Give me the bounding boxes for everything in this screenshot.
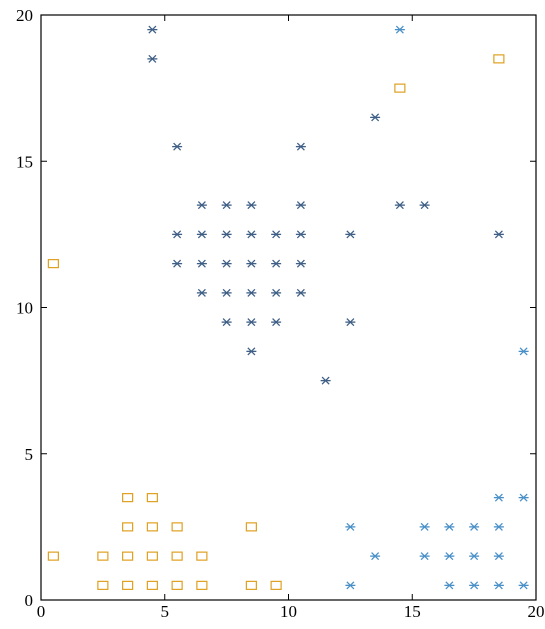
asterisk-marker: [444, 552, 455, 561]
square-marker: [97, 551, 109, 561]
asterisk-marker: [493, 493, 504, 502]
square-marker: [122, 493, 134, 503]
asterisk-marker: [295, 288, 306, 297]
asterisk-marker: [271, 288, 282, 297]
asterisk-marker: [271, 259, 282, 268]
x-tick-label: 10: [280, 602, 297, 621]
asterisk-marker: [469, 581, 480, 590]
asterisk-marker: [196, 288, 207, 297]
asterisk-marker: [345, 581, 356, 590]
asterisk-marker: [221, 201, 232, 210]
x-tick-label: 0: [37, 602, 46, 621]
y-tick-label: 10: [16, 299, 33, 318]
asterisk-marker: [493, 522, 504, 531]
asterisk-marker: [469, 552, 480, 561]
data-marks: [47, 25, 529, 590]
asterisk-marker: [295, 142, 306, 151]
asterisk-marker: [518, 493, 529, 502]
asterisk-marker: [345, 230, 356, 239]
square-marker: [146, 551, 158, 561]
square-marker: [493, 54, 505, 64]
asterisk-marker: [518, 581, 529, 590]
plot-frame: [40, 14, 537, 601]
asterisk-marker: [246, 201, 257, 210]
square-marker: [122, 522, 134, 532]
asterisk-marker: [295, 201, 306, 210]
y-tick-label: 15: [16, 152, 33, 171]
asterisk-marker: [493, 581, 504, 590]
square-marker: [146, 493, 158, 503]
asterisk-marker: [370, 113, 381, 122]
asterisk-marker: [221, 288, 232, 297]
asterisk-marker: [271, 230, 282, 239]
square-marker: [196, 580, 208, 590]
x-tick-label: 20: [528, 602, 545, 621]
asterisk-marker: [394, 201, 405, 210]
asterisk-marker: [246, 288, 257, 297]
square-marker: [245, 522, 257, 532]
asterisk-marker: [394, 25, 405, 34]
square-marker: [97, 580, 109, 590]
square-marker: [171, 551, 183, 561]
x-tick-label: 5: [161, 602, 170, 621]
asterisk-marker: [246, 230, 257, 239]
y-tick-label: 0: [25, 591, 34, 610]
asterisk-marker: [172, 259, 183, 268]
asterisk-marker: [493, 552, 504, 561]
square-marker: [146, 580, 158, 590]
asterisk-marker: [469, 522, 480, 531]
asterisk-marker: [246, 347, 257, 356]
asterisk-marker: [320, 376, 331, 385]
asterisk-marker: [444, 522, 455, 531]
asterisk-marker: [221, 259, 232, 268]
square-marker: [245, 580, 257, 590]
asterisk-marker: [196, 259, 207, 268]
asterisk-marker: [147, 54, 158, 63]
asterisk-marker: [246, 259, 257, 268]
asterisk-marker: [196, 230, 207, 239]
asterisk-marker: [493, 230, 504, 239]
asterisk-marker: [221, 318, 232, 327]
axis-ticks: 0 5 10 15 20 0 5 10 15 20: [16, 6, 545, 621]
square-marker: [146, 522, 158, 532]
square-marker: [122, 551, 134, 561]
asterisk-marker: [419, 522, 430, 531]
asterisk-marker: [271, 318, 282, 327]
square-marker: [171, 580, 183, 590]
square-marker: [47, 551, 59, 561]
asterisk-marker: [345, 522, 356, 531]
asterisk-marker: [246, 318, 257, 327]
asterisk-marker: [419, 201, 430, 210]
square-marker: [122, 580, 134, 590]
y-tick-label: 20: [16, 6, 33, 25]
asterisk-marker: [172, 230, 183, 239]
asterisk-marker: [196, 201, 207, 210]
square-marker: [196, 551, 208, 561]
asterisk-marker: [419, 552, 430, 561]
square-marker: [394, 83, 406, 93]
square-marker: [270, 580, 282, 590]
asterisk-marker: [295, 230, 306, 239]
asterisk-marker: [147, 25, 158, 34]
square-marker: [47, 259, 59, 269]
x-tick-label: 15: [404, 602, 421, 621]
asterisk-marker: [345, 318, 356, 327]
asterisk-marker: [295, 259, 306, 268]
y-tick-label: 5: [25, 445, 34, 464]
asterisk-marker: [221, 230, 232, 239]
asterisk-marker: [172, 142, 183, 151]
asterisk-marker: [518, 347, 529, 356]
asterisk-marker: [370, 552, 381, 561]
square-marker: [171, 522, 183, 532]
asterisk-marker: [444, 581, 455, 590]
